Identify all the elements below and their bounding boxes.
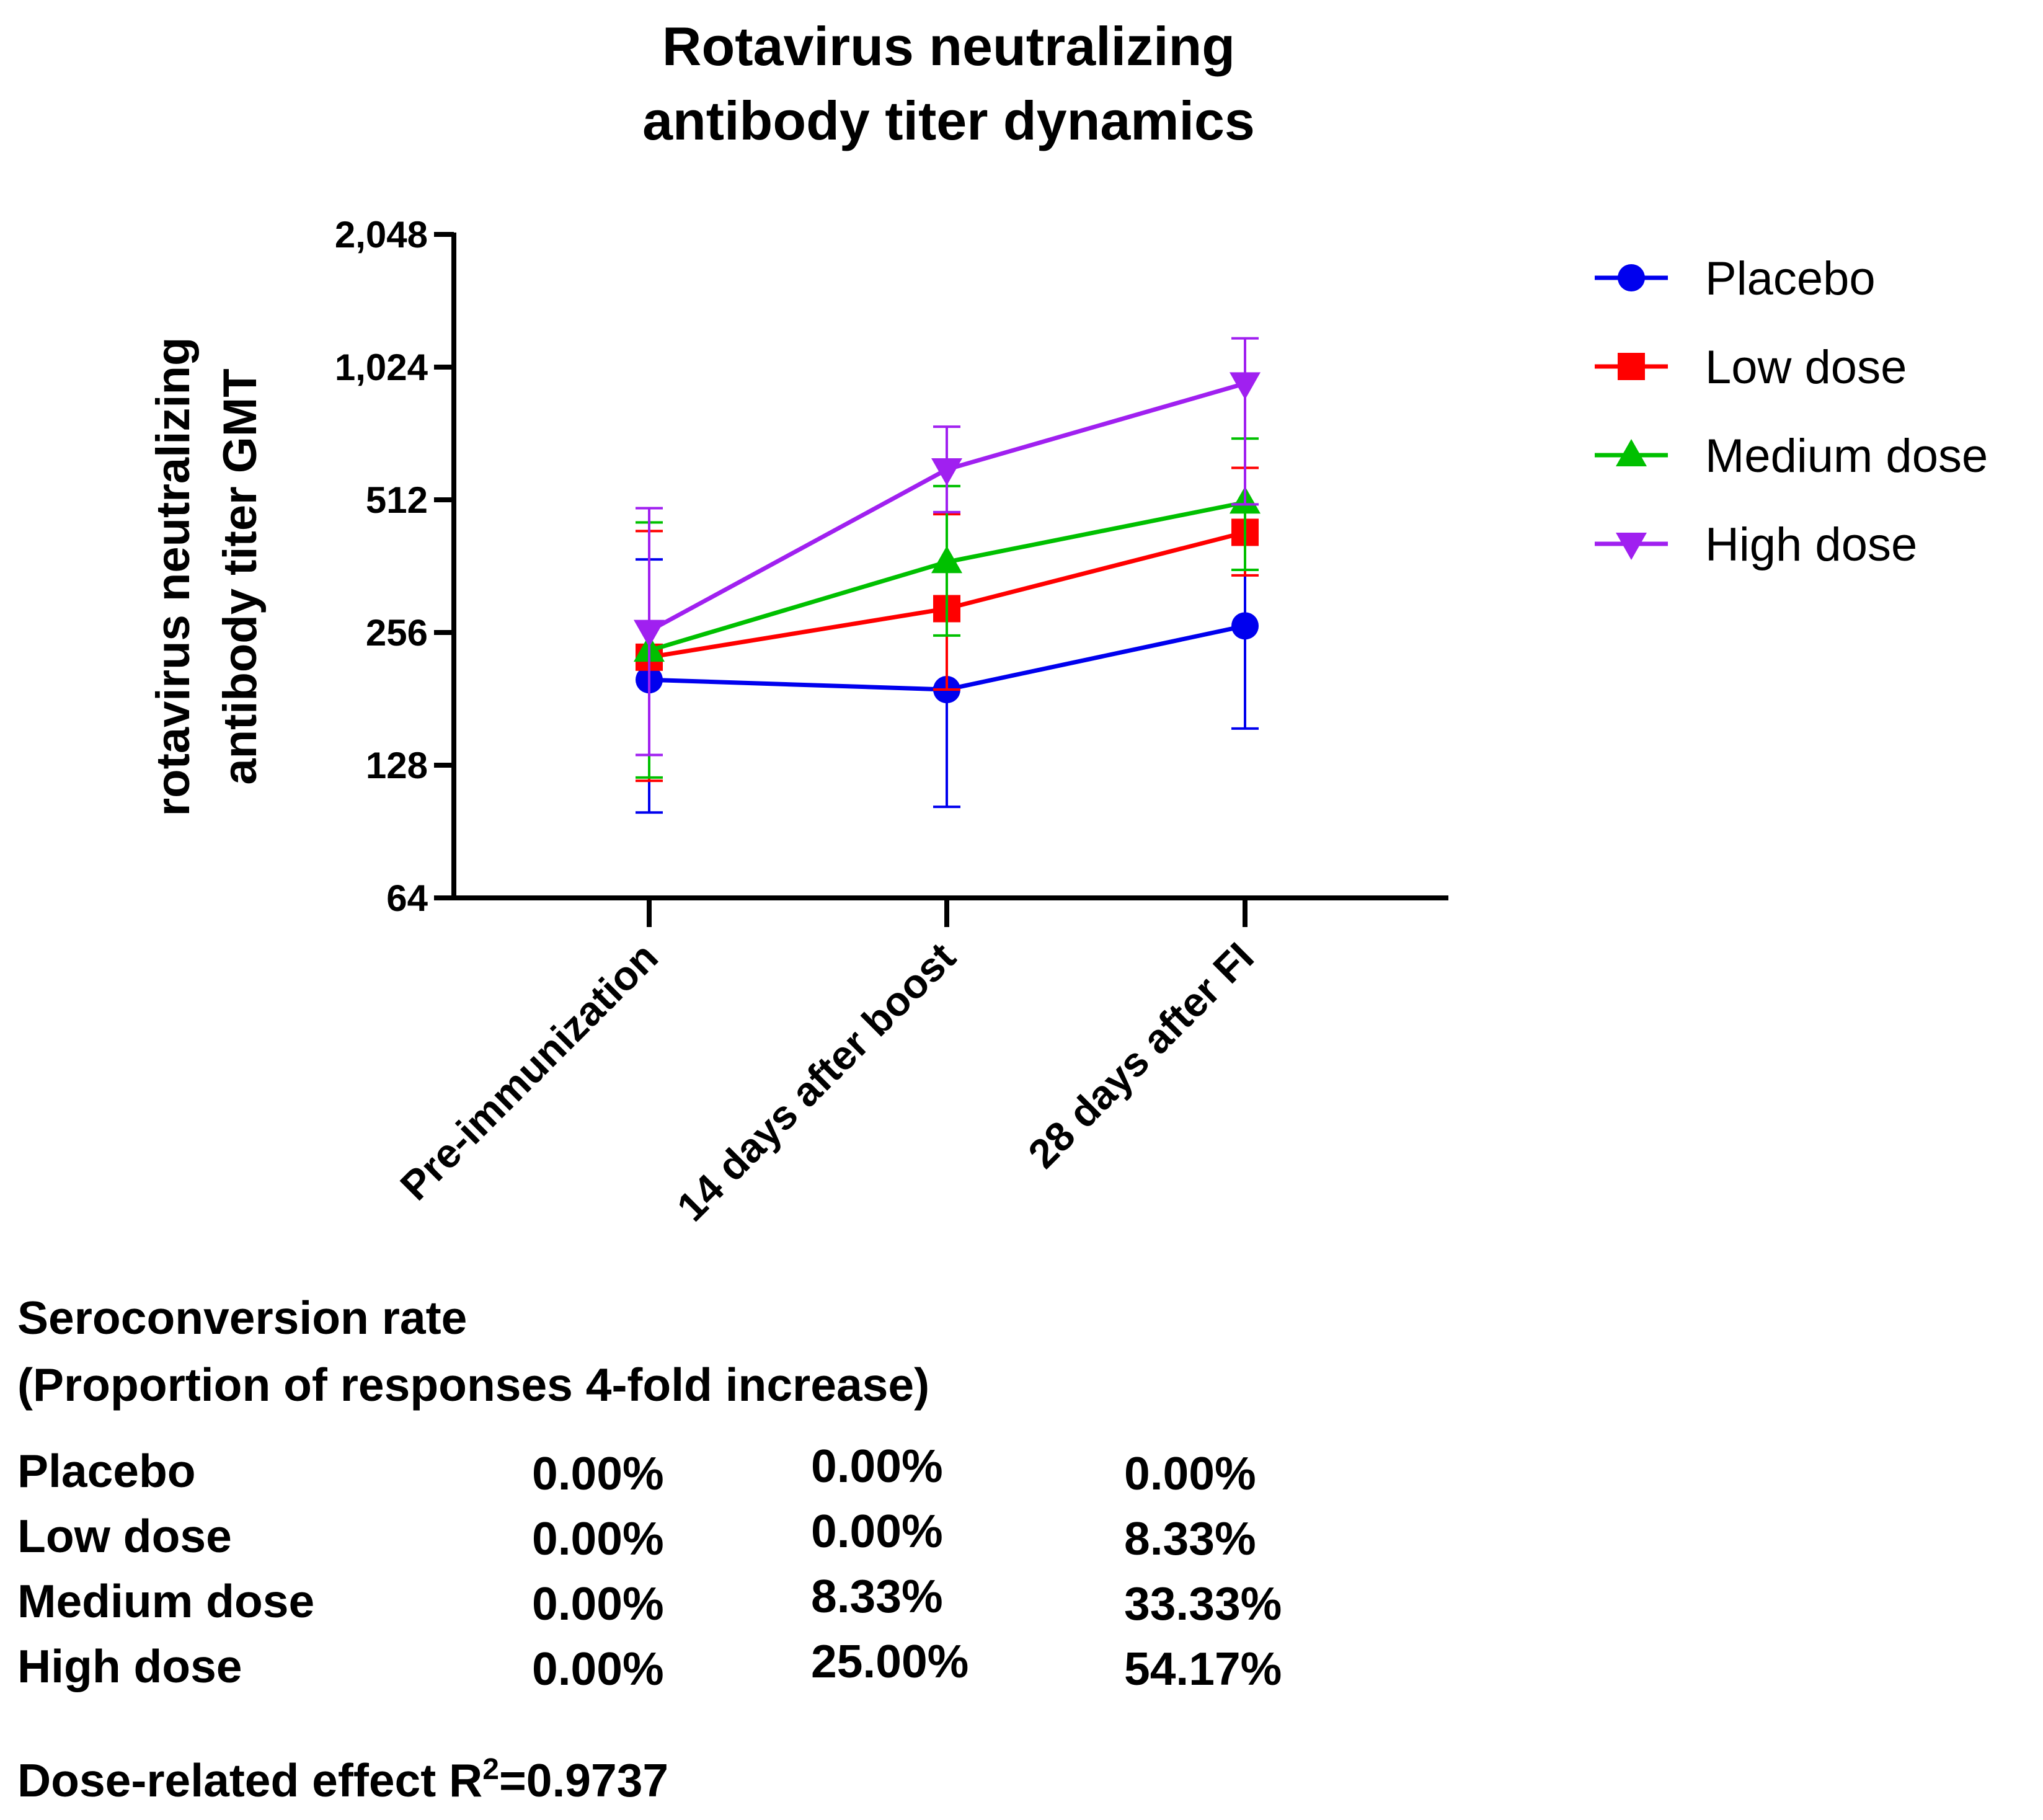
- table-row-group: High dose: [17, 1640, 242, 1692]
- table-row-group: Medium dose: [17, 1575, 315, 1627]
- y-axis-label-line1: rotavirus neutralizing: [147, 337, 200, 817]
- y-axis-ticks: 64 128 256 512 1,024 2,048: [335, 214, 454, 919]
- table-heading-line1: Seroconversion rate: [17, 1292, 468, 1344]
- y-tick-label: 64: [386, 877, 428, 919]
- legend-marker: [1618, 264, 1645, 291]
- legend-label: Medium dose: [1705, 430, 1988, 482]
- point-high-dose: [1230, 372, 1261, 400]
- y-tick-label: 2,048: [335, 214, 428, 255]
- y-tick-label: 128: [366, 745, 428, 786]
- legend-item-high-dose: High dose: [1595, 518, 1917, 571]
- table-heading-line2: (Proportion of responses 4-fold increase…: [17, 1359, 930, 1411]
- chart-title-line2: antibody titer dynamics: [642, 90, 1255, 151]
- table-row-group: Low dose: [17, 1510, 232, 1562]
- table-cell: 0.00%: [532, 1578, 664, 1630]
- point-high-dose: [931, 458, 962, 486]
- point-high-dose: [634, 619, 665, 647]
- x-tick-label: 14 days after boost: [668, 934, 964, 1230]
- table-cell: 0.00%: [811, 1440, 943, 1492]
- legend-label: Placebo: [1705, 252, 1876, 305]
- legend-item-medium-dose: Medium dose: [1595, 430, 1988, 482]
- table-cell: 0.00%: [532, 1643, 664, 1695]
- legend: Placebo Low dose Medium dose High dose: [1595, 252, 1988, 571]
- x-tick-label: 28 days after FI: [1019, 934, 1262, 1177]
- footer-suffix: =0.9737: [499, 1754, 669, 1806]
- table-cell: 25.00%: [811, 1635, 969, 1687]
- y-tick-label: 256: [366, 612, 428, 654]
- chart: Rotavirus neutralizing antibody titer dy…: [147, 16, 1988, 1230]
- point-medium-dose: [931, 546, 962, 574]
- table-cell: 33.33%: [1124, 1578, 1282, 1630]
- x-tick-label: Pre-immunization: [391, 934, 667, 1209]
- error-bar-placebo: [933, 686, 960, 809]
- table-cell: 54.17%: [1124, 1643, 1282, 1695]
- point-placebo: [1231, 612, 1259, 640]
- legend-item-low-dose: Low dose: [1595, 341, 1907, 394]
- table-cell: 8.33%: [1124, 1512, 1256, 1565]
- y-tick-label: 512: [366, 479, 428, 521]
- table-cell: 0.00%: [532, 1447, 664, 1499]
- legend-item-placebo: Placebo: [1595, 252, 1876, 305]
- series-high-dose: [634, 337, 1261, 757]
- plot-area: [634, 337, 1261, 814]
- footer-superscript: 2: [482, 1753, 499, 1786]
- chart-title-line1: Rotavirus neutralizing: [662, 16, 1235, 77]
- table-cell: 0.00%: [811, 1505, 943, 1557]
- legend-label: Low dose: [1705, 341, 1907, 394]
- legend-marker: [1616, 439, 1647, 466]
- table-cell: 8.33%: [811, 1570, 943, 1622]
- table-cell: 0.00%: [1124, 1447, 1256, 1499]
- legend-marker: [1618, 353, 1645, 380]
- footer-prefix: Dose-related effect R: [17, 1754, 483, 1806]
- table-row-group: Placebo: [17, 1445, 196, 1497]
- table-cell: 0.00%: [532, 1512, 664, 1565]
- legend-label: High dose: [1705, 518, 1917, 571]
- dose-effect-footer: Dose-related effect R2=0.9737: [17, 1755, 668, 1804]
- y-tick-label: 1,024: [335, 347, 428, 388]
- legend-marker: [1616, 533, 1647, 560]
- y-axis-label-line2: antibody titer GMT: [214, 368, 267, 784]
- error-bar-high-dose: [1231, 337, 1259, 506]
- x-axis-ticks: Pre-immunization 14 days after boost 28 da…: [391, 898, 1262, 1230]
